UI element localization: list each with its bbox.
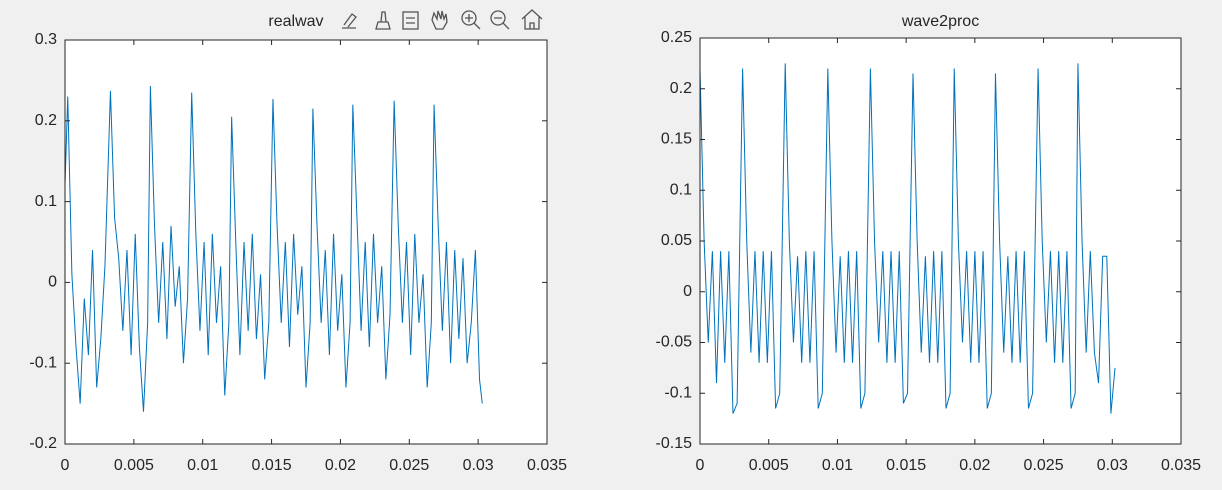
x-tick-label: 0.03 <box>1097 457 1128 474</box>
y-tick-label: 0.05 <box>661 232 692 249</box>
y-tick-label: -0.15 <box>656 435 693 452</box>
axes-box <box>64 39 548 445</box>
y-tick-label: -0.1 <box>29 354 57 371</box>
x-tick-label: 0.005 <box>749 457 789 474</box>
y-tick-label: -0.1 <box>664 384 692 401</box>
legend-icon[interactable] <box>402 11 419 30</box>
x-tick-label: 0.035 <box>527 457 567 474</box>
axes-toolbar[interactable] <box>342 9 543 30</box>
chart-title: wave2proc <box>901 13 979 30</box>
y-tick-label: 0 <box>48 274 57 291</box>
x-tick-label: 0.035 <box>1161 457 1201 474</box>
y-tick-label: 0.3 <box>35 31 57 48</box>
zoom-in-glyph <box>465 14 481 30</box>
x-tick-label: 0.02 <box>325 457 356 474</box>
x-tick-label: 0.01 <box>187 457 218 474</box>
brush-icon[interactable] <box>342 13 357 29</box>
zoom-out-glyph <box>494 17 510 30</box>
x-tick-label: 0.01 <box>822 457 853 474</box>
y-tick-label: -0.2 <box>29 435 57 452</box>
y-tick-label: 0.15 <box>661 131 692 148</box>
plot-area <box>700 38 1181 444</box>
y-tick-label: 0 <box>683 283 692 300</box>
x-tick-label: 0.005 <box>114 457 154 474</box>
zoom-out-icon[interactable] <box>490 10 506 26</box>
x-tick-label: 0.025 <box>1024 457 1064 474</box>
y-tick-label: 0.2 <box>670 80 692 97</box>
x-tick-label: 0.015 <box>886 457 926 474</box>
x-tick-label: 0.02 <box>959 457 990 474</box>
data-line <box>64 86 483 412</box>
y-tick-label: -0.05 <box>656 334 693 351</box>
x-tick-label: 0 <box>61 457 70 474</box>
x-tick-label: 0.025 <box>389 457 429 474</box>
data-line <box>699 63 1116 414</box>
pan-data-icon[interactable] <box>375 11 391 30</box>
y-tick-label: 0.2 <box>35 112 57 129</box>
x-tick-label: 0.03 <box>463 457 494 474</box>
home-icon[interactable] <box>521 9 543 30</box>
x-tick-label: 0.015 <box>252 457 292 474</box>
y-tick-label: 0.25 <box>661 29 692 46</box>
x-tick-label: 0 <box>696 457 705 474</box>
y-tick-label: 0.1 <box>670 181 692 198</box>
y-tick-label: 0.1 <box>35 193 57 210</box>
zoom-in-icon[interactable] <box>461 10 477 26</box>
pan-icon[interactable] <box>431 10 448 30</box>
legend-icon-lines <box>406 17 415 24</box>
chart-title: realwav <box>268 13 323 30</box>
